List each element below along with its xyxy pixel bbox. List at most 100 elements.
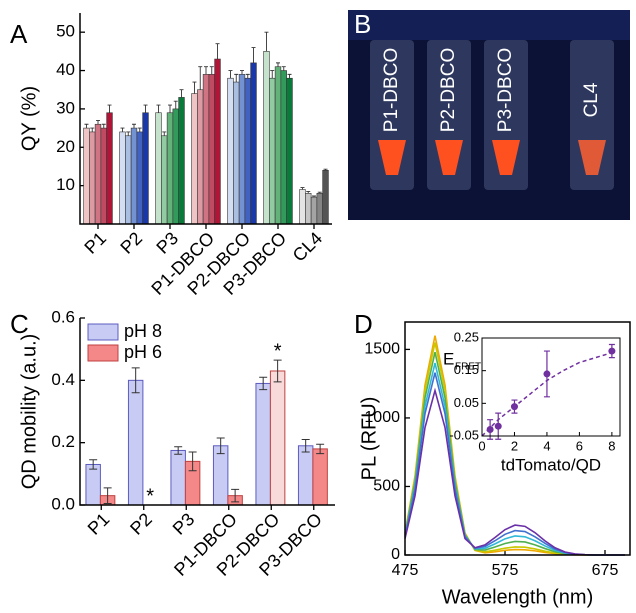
x-axis-title: Wavelength (nm)	[442, 586, 594, 608]
y-tick-label: 0.0	[51, 494, 75, 513]
y-tick-label: 0.4	[51, 370, 75, 389]
inset-y-tick-label: 0.25	[454, 329, 479, 344]
vial-label: CL4	[581, 82, 602, 117]
point	[510, 403, 518, 411]
x-tick-label: P2	[126, 509, 156, 539]
vial	[484, 40, 528, 190]
error-bar	[287, 73, 292, 79]
y-tick-label: 0.6	[51, 307, 75, 326]
bar	[142, 112, 149, 225]
axes	[79, 13, 332, 225]
y-tick-label: 30	[56, 98, 75, 117]
x-tick-label: CL4	[289, 228, 326, 265]
inset-x-tick-label: 0	[478, 438, 485, 453]
error-bar	[84, 123, 89, 129]
x-tick-label: 575	[492, 562, 519, 579]
error-bar	[143, 104, 148, 113]
error-bar	[174, 446, 183, 455]
error-bar	[188, 451, 197, 472]
y-tick-label: 20	[56, 137, 75, 156]
error-bar	[209, 66, 214, 75]
panel-letter: C	[10, 309, 29, 339]
inset-background	[482, 338, 620, 436]
bar	[202, 74, 210, 225]
inset-y-title: E	[443, 349, 454, 368]
error-bar	[215, 43, 220, 60]
bar	[250, 62, 257, 225]
inset-x-tick-label: 6	[576, 438, 583, 453]
error-bar	[317, 191, 322, 194]
error-bar	[192, 81, 197, 94]
x-tick-label: P2	[116, 228, 146, 258]
y-axis-title: QY (%)	[18, 86, 40, 151]
bar	[136, 131, 143, 225]
error-bar	[96, 119, 100, 125]
x-tick-label: 475	[392, 562, 419, 579]
bar	[214, 58, 221, 225]
inset-x-tick-label: 4	[543, 438, 550, 453]
error-bar	[234, 73, 239, 83]
x-tick-label: P3	[169, 509, 199, 539]
error-bar	[120, 127, 125, 132]
error-bar	[240, 70, 244, 75]
y-tick-label: 0.2	[51, 432, 75, 451]
error-bar	[264, 31, 269, 52]
bar	[130, 127, 138, 225]
error-bar	[251, 47, 256, 63]
axes	[79, 318, 335, 506]
inset-x-tick-label: 2	[511, 438, 518, 453]
error-bar	[245, 73, 250, 79]
vial-label: P2-DBCO	[438, 48, 459, 132]
bar	[255, 382, 271, 506]
error-bar	[162, 131, 167, 136]
error-bar	[259, 376, 268, 391]
inset-y-tick-label: -0.05	[449, 427, 479, 442]
error-bar	[107, 104, 112, 113]
bar	[197, 89, 204, 225]
annotation: *	[274, 340, 282, 362]
point	[486, 425, 494, 433]
bar	[269, 370, 286, 506]
bar	[305, 193, 312, 225]
inset-y-tick-label: 0.15	[454, 362, 479, 377]
bar	[208, 74, 215, 225]
bar	[227, 77, 234, 225]
error-bar	[101, 123, 106, 129]
x-tick-label: P1	[84, 509, 114, 539]
y-tick-label: 1000	[364, 409, 400, 426]
panel-letter: B	[354, 9, 371, 39]
bar	[263, 51, 270, 225]
bar	[280, 70, 287, 225]
error-bar	[306, 190, 311, 194]
bar	[85, 463, 101, 506]
legend-label: pH 6	[124, 342, 162, 362]
bar	[274, 66, 282, 225]
error-bar	[90, 127, 95, 132]
error-bar	[323, 168, 328, 171]
bar	[89, 131, 96, 225]
error-bar	[132, 123, 136, 129]
x-tick-label: P1	[80, 228, 110, 258]
photo-glow	[348, 10, 630, 40]
photo-panel: P1-DBCO P2-DBCO P3-DBCO CL4 B	[348, 9, 630, 220]
vial-label: P1-DBCO	[381, 48, 402, 132]
bar	[119, 131, 126, 225]
error-bar	[228, 70, 233, 79]
legend-swatch	[87, 344, 119, 362]
error-bar	[168, 104, 172, 113]
y-tick-label: 10	[56, 175, 75, 194]
legend-label: pH 8	[124, 321, 162, 341]
error-bar	[231, 488, 240, 503]
y-axis-title: QD mobility (a.u.)	[18, 334, 40, 490]
bar	[238, 74, 246, 225]
error-bar	[179, 89, 184, 98]
error-bar	[131, 367, 140, 394]
bar	[94, 123, 102, 225]
panel-letter: D	[354, 309, 373, 339]
bar	[170, 449, 186, 506]
inset-frame	[481, 337, 621, 437]
bar	[322, 169, 329, 225]
y-tick-label: 1500	[364, 341, 400, 358]
inset-x-title: tdTomato/QD	[501, 455, 601, 474]
